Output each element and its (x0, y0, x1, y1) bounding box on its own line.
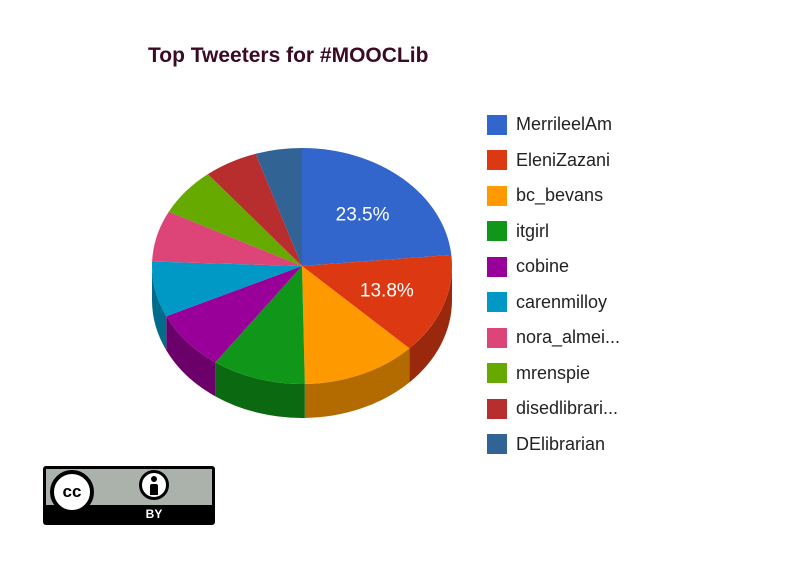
legend-label: carenmilloy (516, 291, 608, 312)
slice-value-label: 13.8% (360, 281, 414, 302)
legend-swatch (487, 221, 507, 242)
person-body (150, 484, 158, 495)
pie-slice[interactable] (168, 174, 302, 266)
person-head (151, 476, 157, 482)
pie-slice[interactable] (302, 254, 452, 349)
by-label: BY (145, 507, 163, 521)
legend: MerrileelAm EleniZazani bc_bevans itgirl… (487, 107, 620, 462)
legend-swatch (487, 434, 507, 455)
pie-slice[interactable] (151, 261, 302, 317)
legend-label: cobine (516, 256, 570, 277)
pie-sides (152, 266, 452, 418)
legend-swatch (487, 327, 507, 348)
legend-item[interactable]: itgirl (487, 214, 620, 250)
legend-item[interactable]: disedlibrari... (487, 391, 620, 427)
pie-slice[interactable] (255, 148, 302, 266)
slice-value-label: 23.5% (336, 205, 390, 226)
legend-item[interactable]: DElibrarian (487, 427, 620, 463)
attribution-icon (139, 470, 169, 500)
legend-label: bc_bevans (516, 185, 604, 206)
pie-top: 23.5% 13.8% (151, 148, 452, 384)
legend-swatch (487, 398, 507, 419)
legend-item[interactable]: MerrileelAm (487, 107, 620, 143)
pie-slice[interactable] (207, 153, 302, 266)
legend-label: mrenspie (516, 362, 591, 383)
pie-slice[interactable] (166, 266, 302, 363)
pie-slice-side (166, 316, 216, 397)
pie-slice-side (304, 348, 410, 418)
legend-swatch (487, 292, 507, 313)
legend-item[interactable]: mrenspie (487, 356, 620, 392)
legend-label: nora_almei... (516, 327, 621, 348)
pie-slice[interactable] (215, 266, 305, 384)
legend-item[interactable]: EleniZazani (487, 143, 620, 179)
legend-swatch (487, 150, 507, 171)
legend-item[interactable]: cobine (487, 249, 620, 285)
cc-by-license-badge: cc BY (43, 466, 215, 525)
pie-slice-side (152, 266, 167, 351)
legend-label: MerrileelAm (516, 114, 613, 135)
pie-slice-side (409, 266, 452, 383)
legend-item[interactable]: carenmilloy (487, 285, 620, 321)
legend-label: itgirl (516, 220, 550, 241)
pie-slice[interactable] (152, 211, 302, 266)
legend-swatch (487, 185, 507, 206)
pie-slice-side (215, 362, 305, 418)
pie-slice[interactable] (302, 266, 410, 384)
legend-swatch (487, 256, 507, 277)
legend-swatch (487, 363, 507, 384)
legend-swatch (487, 114, 507, 135)
legend-label: disedlibrari... (516, 398, 619, 419)
pie-slice[interactable] (302, 148, 452, 266)
legend-item[interactable]: bc_bevans (487, 178, 620, 214)
legend-item[interactable]: nora_almei... (487, 320, 620, 356)
legend-label: EleniZazani (516, 149, 611, 170)
chart-title: Top Tweeters for #MOOCLib (148, 44, 429, 67)
creative-commons-icon: cc (50, 470, 94, 514)
legend-label: DElibrarian (516, 433, 606, 454)
